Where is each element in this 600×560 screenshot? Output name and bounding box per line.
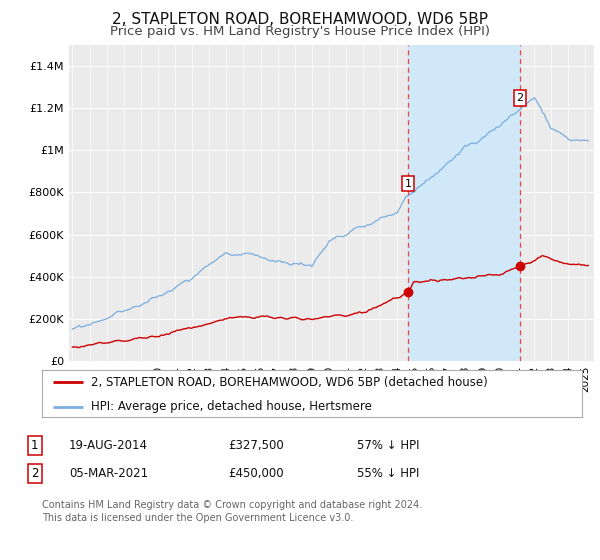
Text: £450,000: £450,000: [228, 466, 284, 480]
Text: 57% ↓ HPI: 57% ↓ HPI: [357, 438, 419, 452]
Text: 1: 1: [31, 438, 38, 452]
Text: 2, STAPLETON ROAD, BOREHAMWOOD, WD6 5BP: 2, STAPLETON ROAD, BOREHAMWOOD, WD6 5BP: [112, 12, 488, 27]
Text: 2: 2: [517, 93, 524, 103]
Text: Price paid vs. HM Land Registry's House Price Index (HPI): Price paid vs. HM Land Registry's House …: [110, 25, 490, 38]
Text: 05-MAR-2021: 05-MAR-2021: [69, 466, 148, 480]
Text: 1: 1: [404, 179, 412, 189]
Text: 2: 2: [31, 466, 38, 480]
Text: Contains HM Land Registry data © Crown copyright and database right 2024.
This d: Contains HM Land Registry data © Crown c…: [42, 500, 422, 522]
Text: 19-AUG-2014: 19-AUG-2014: [69, 438, 148, 452]
Text: HPI: Average price, detached house, Hertsmere: HPI: Average price, detached house, Hert…: [91, 400, 371, 413]
Bar: [408, 45, 520, 361]
Text: 55% ↓ HPI: 55% ↓ HPI: [357, 466, 419, 480]
Text: £327,500: £327,500: [228, 438, 284, 452]
Text: 2, STAPLETON ROAD, BOREHAMWOOD, WD6 5BP (detached house): 2, STAPLETON ROAD, BOREHAMWOOD, WD6 5BP …: [91, 376, 487, 389]
